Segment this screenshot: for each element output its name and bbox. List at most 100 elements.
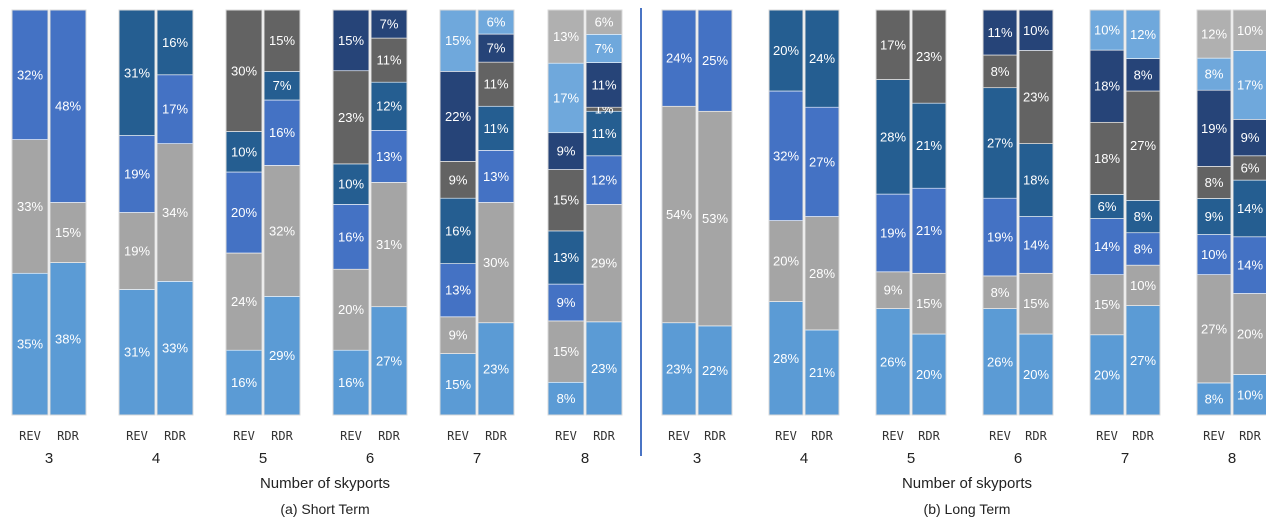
data-label: 38% <box>55 331 81 346</box>
bar-segment <box>156 281 194 416</box>
bar-outline <box>768 9 804 416</box>
bar-label: REV <box>668 429 690 443</box>
data-label: 15% <box>445 33 471 48</box>
bar-outline <box>911 9 947 416</box>
bar-segment <box>697 9 733 112</box>
data-label: 15% <box>553 344 579 359</box>
data-label: 8% <box>1205 175 1224 190</box>
bar-label: REV <box>340 429 362 443</box>
bar-segment <box>49 9 87 203</box>
bar-segment <box>911 333 947 416</box>
data-label: 9% <box>1241 130 1260 145</box>
bar-segment <box>1196 198 1232 235</box>
data-label: 24% <box>231 294 257 309</box>
data-label: 11% <box>591 77 616 92</box>
bar-segment <box>439 263 477 318</box>
bar-segment <box>804 216 840 331</box>
data-label: 8% <box>1134 241 1153 256</box>
data-label: 28% <box>773 351 799 366</box>
category-label: 4 <box>152 450 160 467</box>
x-axis-title: Number of skyports <box>902 475 1032 492</box>
bar-outline <box>439 9 477 416</box>
bar-label: REV <box>19 429 41 443</box>
data-label: 20% <box>231 205 257 220</box>
bar-segment <box>1232 9 1266 51</box>
bar-segment <box>875 271 911 309</box>
bar-segment <box>477 150 515 203</box>
data-label: 20% <box>1237 327 1263 342</box>
category-label: 3 <box>45 450 53 467</box>
category-label: 7 <box>1121 450 1129 467</box>
bar-segment <box>1232 374 1266 416</box>
data-label: 14% <box>1237 258 1263 273</box>
data-label: 23% <box>591 361 617 376</box>
bar-segment <box>1232 119 1266 157</box>
bar-segment <box>547 9 585 64</box>
data-label: 16% <box>162 35 188 50</box>
data-label: 20% <box>773 43 799 58</box>
data-label: 8% <box>1205 391 1224 406</box>
bar-outline <box>585 9 623 416</box>
bar-segment <box>982 54 1018 89</box>
bar-segment <box>263 296 301 416</box>
bar-segment <box>585 62 623 108</box>
category-label: 3 <box>693 450 701 467</box>
bar-outline <box>1089 9 1125 416</box>
data-label: 8% <box>1134 209 1153 224</box>
data-label: 15% <box>55 225 81 240</box>
data-label: 12% <box>1201 27 1227 42</box>
data-label: 26% <box>880 354 906 369</box>
bar-label: RDR <box>811 429 833 443</box>
bar-segment <box>1196 234 1232 275</box>
data-label: 10% <box>231 144 257 159</box>
data-label: 53% <box>702 211 728 226</box>
bar-segment <box>1125 305 1161 416</box>
category-label: 4 <box>800 450 808 467</box>
data-label: 16% <box>269 125 295 140</box>
bar-segment <box>118 289 156 416</box>
data-label: 29% <box>269 348 295 363</box>
data-label: 19% <box>124 167 150 182</box>
bar-label: REV <box>775 429 797 443</box>
data-label: 23% <box>483 361 509 376</box>
panel-caption: (a) Short Term <box>280 501 369 517</box>
data-label: 6% <box>1241 160 1260 175</box>
bar-segment <box>263 71 301 101</box>
data-label: 14% <box>1094 239 1120 254</box>
data-label: 15% <box>269 33 295 48</box>
data-label: 13% <box>445 283 471 298</box>
data-label: 8% <box>991 64 1010 79</box>
bar-outline <box>697 9 733 416</box>
panel-divider <box>640 8 642 456</box>
data-label: 32% <box>269 223 295 238</box>
bar-segment <box>225 171 263 254</box>
data-label: 10% <box>1094 23 1120 38</box>
bar-segment <box>697 110 733 327</box>
bar-segment <box>982 87 1018 199</box>
bar-label: RDR <box>164 429 186 443</box>
data-label: 15% <box>338 33 364 48</box>
bar-label: RDR <box>704 429 726 443</box>
bar-outline <box>547 9 585 416</box>
bar-label: RDR <box>593 429 615 443</box>
bar-segment <box>1089 218 1125 275</box>
bar-segment <box>1125 200 1161 234</box>
bar-outline <box>370 9 408 416</box>
bar-segment <box>118 9 156 136</box>
bar-label: REV <box>882 429 904 443</box>
data-label: 15% <box>916 296 942 311</box>
bar-label: RDR <box>1025 429 1047 443</box>
chart-panel-short-term: 35%33%32%REV38%15%48%RDR331%19%19%31%REV… <box>11 9 623 517</box>
data-label: 27% <box>987 135 1013 150</box>
category-label: 6 <box>1014 450 1022 467</box>
data-label: 9% <box>449 172 468 187</box>
bar-segment <box>439 9 477 72</box>
bar-segment <box>263 165 301 297</box>
bar-outline <box>156 9 194 416</box>
bar-segment <box>477 322 515 416</box>
data-label: 10% <box>338 177 364 192</box>
data-label: 33% <box>17 199 43 214</box>
data-label: 8% <box>557 391 576 406</box>
bar-segment <box>1232 236 1266 294</box>
data-label: 17% <box>162 102 188 117</box>
